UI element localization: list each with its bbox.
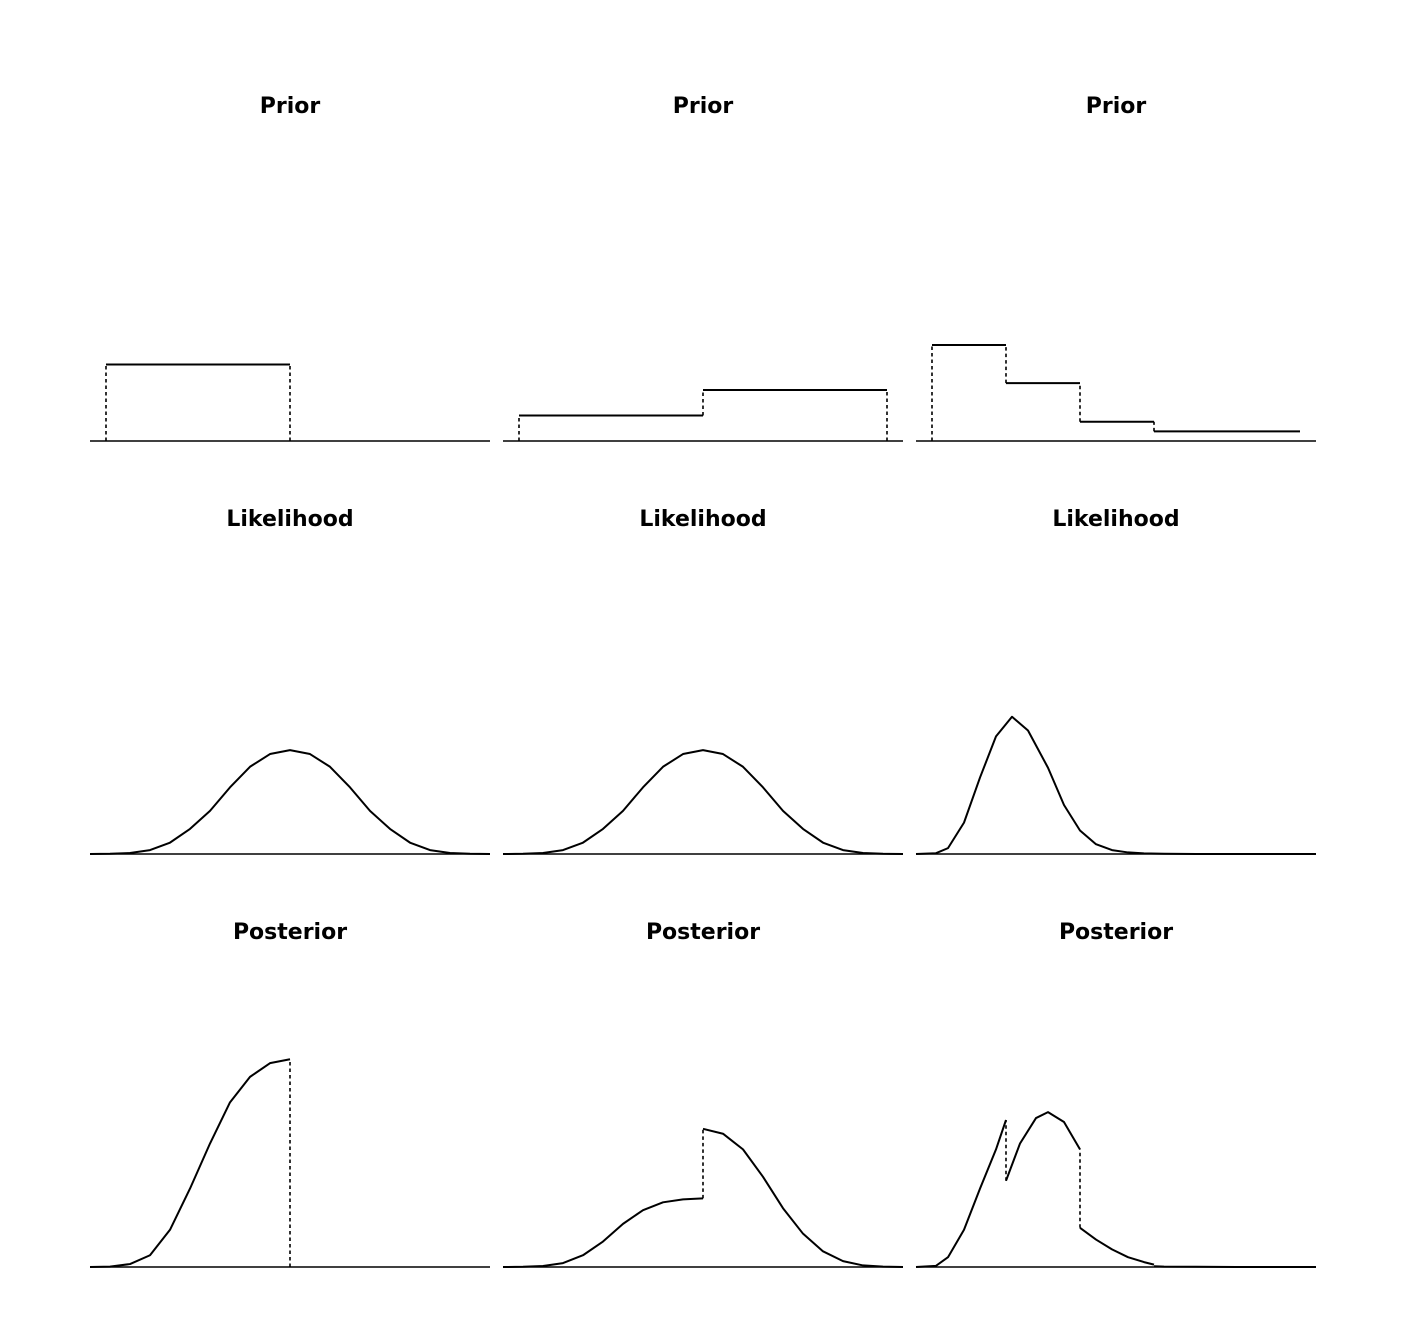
density-segment-1 bbox=[915, 1119, 1007, 1268]
panel-prior-3: Prior bbox=[916, 94, 1316, 442]
density-segment-2 bbox=[1005, 1111, 1081, 1182]
density-segment-2 bbox=[702, 1127, 904, 1268]
panel-prior-1: Prior bbox=[90, 94, 490, 442]
panel-posterior-1: Posterior bbox=[89, 920, 490, 1268]
panel-likelihood-3: Likelihood bbox=[915, 507, 1316, 855]
panel-title: Likelihood bbox=[1052, 507, 1179, 532]
panel-title: Likelihood bbox=[226, 507, 353, 532]
panel-posterior-2: Posterior bbox=[502, 920, 904, 1268]
density-segment-1 bbox=[502, 749, 904, 855]
density-segment-1 bbox=[915, 715, 1316, 855]
panel-likelihood-2: Likelihood bbox=[502, 507, 904, 855]
panel-title: Likelihood bbox=[639, 507, 766, 532]
panel-prior-2: Prior bbox=[503, 94, 903, 442]
density-segment-3 bbox=[1079, 1226, 1155, 1266]
density-segment-4 bbox=[1153, 1265, 1316, 1268]
panel-likelihood-1: Likelihood bbox=[89, 507, 491, 855]
panel-title: Posterior bbox=[646, 920, 760, 945]
panel-title: Posterior bbox=[233, 920, 347, 945]
density-segment-1 bbox=[502, 1197, 704, 1268]
panel-title: Prior bbox=[260, 94, 321, 119]
panel-title: Prior bbox=[673, 94, 734, 119]
density-segment-1 bbox=[89, 1058, 291, 1268]
panel-title: Posterior bbox=[1059, 920, 1173, 945]
panel-posterior-3: Posterior bbox=[915, 920, 1316, 1268]
density-segment-1 bbox=[89, 749, 491, 855]
panel-title: Prior bbox=[1086, 94, 1147, 119]
